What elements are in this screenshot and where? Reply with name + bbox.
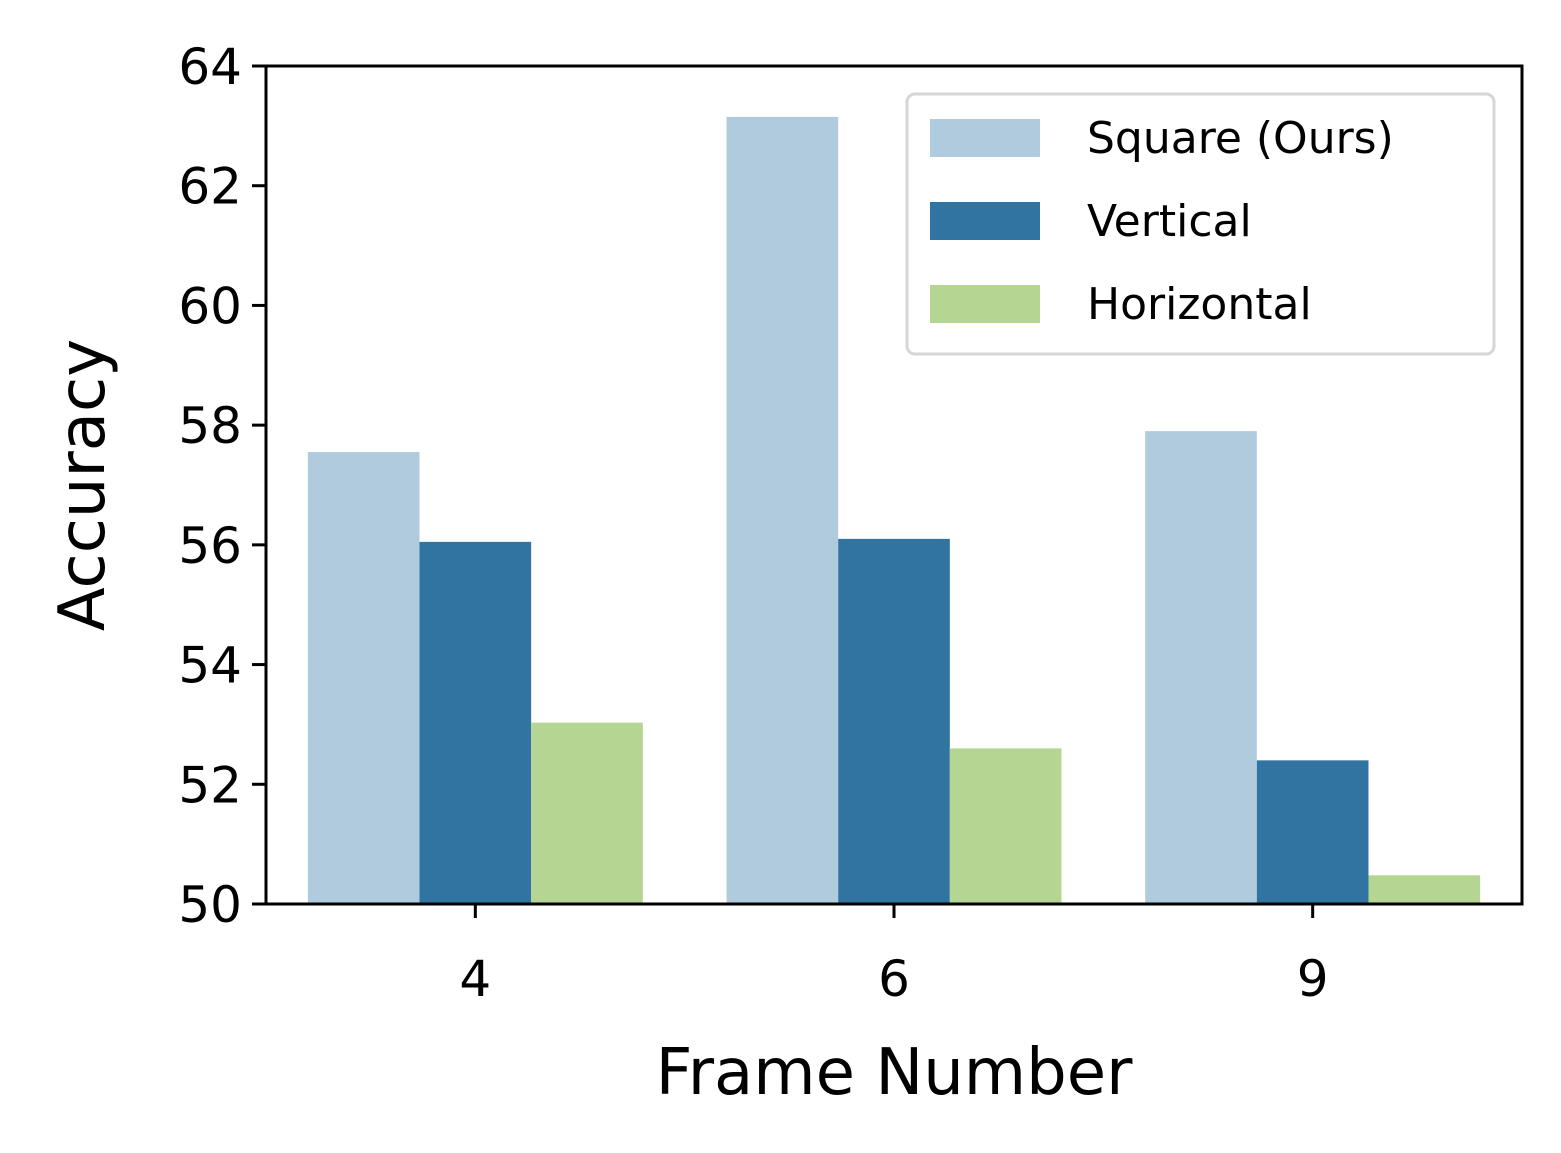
bar-vertical-4 <box>419 541 532 904</box>
bar-square-ours-4 <box>307 452 420 904</box>
y-tick-label: 56 <box>178 517 242 575</box>
y-tick-label: 62 <box>178 158 242 216</box>
legend: Square (Ours) Vertical Horizontal <box>905 92 1496 356</box>
y-axis: 50 52 54 56 58 60 62 64 <box>178 38 266 934</box>
legend-swatch-square-ours <box>930 119 1040 157</box>
bar-square-ours-9 <box>1145 431 1257 904</box>
y-tick-label: 64 <box>178 38 242 96</box>
legend-swatch-horizontal <box>930 285 1040 323</box>
y-tick-label: 60 <box>178 277 242 335</box>
bar-horizontal-9 <box>1368 875 1481 904</box>
legend-swatch-vertical <box>930 202 1040 240</box>
x-tick-label: 9 <box>1297 950 1329 1008</box>
y-tick-label: 54 <box>178 637 242 695</box>
legend-label-horizontal: Horizontal <box>1087 279 1312 330</box>
legend-box <box>905 92 1496 356</box>
y-tick-label: 52 <box>178 756 242 814</box>
y-tick-label: 50 <box>178 876 242 934</box>
bar-horizontal-4 <box>531 722 643 904</box>
legend-label-vertical: Vertical <box>1087 196 1252 247</box>
x-tick-label: 4 <box>459 950 491 1008</box>
y-axis-label: Accuracy <box>46 339 120 631</box>
legend-label-square-ours: Square (Ours) <box>1087 113 1394 164</box>
bar-vertical-6 <box>838 538 950 904</box>
bar-horizontal-6 <box>949 748 1062 904</box>
bar-square-ours-6 <box>726 116 839 905</box>
bars-group <box>307 116 1481 905</box>
bar-vertical-9 <box>1256 760 1369 904</box>
x-axis: 4 6 9 <box>459 904 1329 1008</box>
x-tick-label: 6 <box>878 950 910 1008</box>
y-tick-label: 58 <box>178 397 242 455</box>
x-axis-label: Frame Number <box>656 1036 1134 1110</box>
